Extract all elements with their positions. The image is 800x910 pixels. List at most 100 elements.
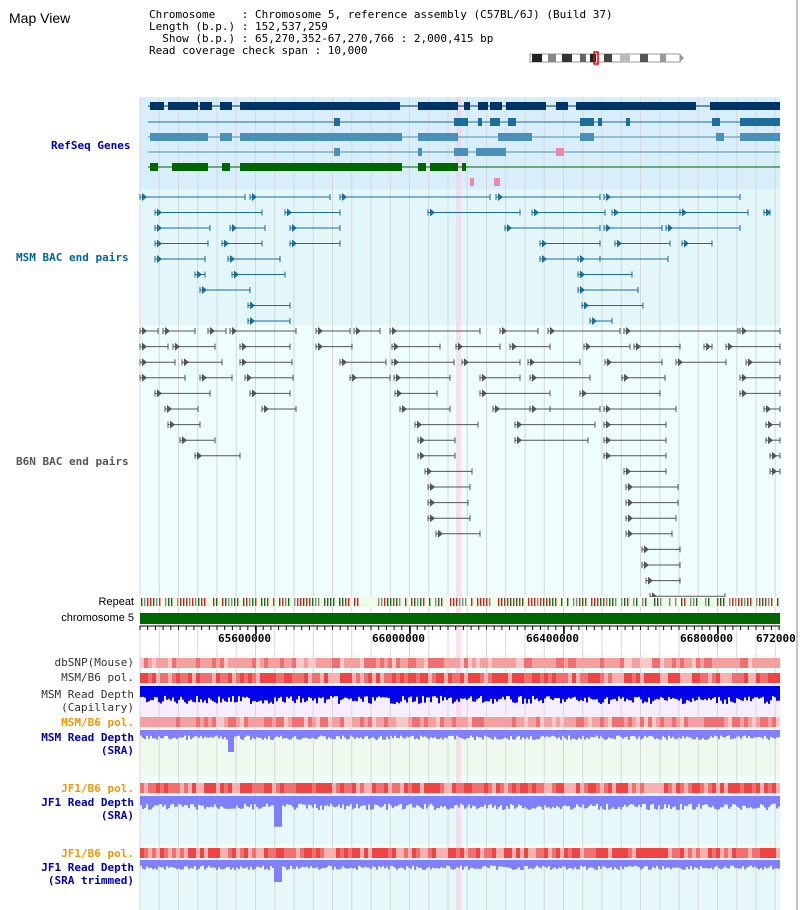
axis-tick-label: 66000000 — [372, 632, 425, 645]
depth-bar — [754, 796, 756, 809]
heat-cell — [508, 717, 512, 727]
heat-cell — [232, 848, 236, 858]
repeat-mark — [381, 598, 383, 606]
bac-pair-arrow — [394, 358, 399, 367]
depth-bar — [554, 796, 556, 808]
depth-bar — [268, 796, 270, 807]
bac-pair-arrow — [142, 327, 147, 335]
heat-cell — [468, 783, 472, 793]
repeat-mark — [759, 598, 761, 606]
depth-bar — [544, 686, 546, 699]
depth-bar — [536, 860, 538, 866]
bac-pair-arrow — [592, 317, 597, 325]
depth-bar — [622, 860, 624, 870]
depth-bar — [576, 686, 578, 700]
depth-bar — [188, 796, 190, 809]
track-label-b6n-bac[interactable]: B6N BAC end pairs — [16, 455, 129, 468]
depth-bar — [770, 686, 772, 701]
depth-bar — [518, 686, 520, 697]
depth-bar — [154, 796, 156, 806]
chromosome-key: Chromosome — [149, 8, 216, 21]
depth-bar — [732, 730, 734, 739]
depth-bar — [536, 796, 538, 808]
depth-bar — [680, 860, 682, 869]
bac-pair-arrow — [420, 436, 425, 445]
depth-bar — [598, 730, 600, 739]
heat-cell — [496, 848, 500, 858]
depth-bar — [674, 796, 676, 807]
depth-bar — [220, 730, 222, 737]
heat-cell — [688, 783, 692, 793]
depth-bar — [352, 860, 354, 869]
depth-bar — [578, 860, 580, 870]
repeat-mark — [477, 598, 479, 606]
depth-bar — [512, 730, 514, 740]
show-key: Show (b.p.) — [149, 32, 236, 45]
depth-bar — [172, 860, 174, 868]
depth-bar — [150, 686, 152, 700]
repeat-mark — [510, 598, 512, 606]
depth-bar — [478, 686, 480, 699]
depth-bar — [542, 686, 544, 704]
heat-cell — [168, 658, 172, 668]
depth-bar — [736, 796, 738, 807]
depth-bar — [610, 860, 612, 868]
depth-bar — [216, 686, 218, 704]
depth-bar — [614, 796, 616, 809]
bac-pair-arrow — [586, 342, 591, 351]
heat-cell — [680, 783, 684, 793]
depth-bar — [728, 730, 730, 736]
depth-bar — [298, 796, 300, 805]
depth-bar — [168, 796, 170, 809]
depth-bar — [320, 730, 322, 736]
heat-cell — [684, 673, 688, 683]
heat-cell — [580, 658, 584, 668]
heat-cell — [420, 673, 424, 683]
heat-cell — [708, 673, 712, 683]
depth-bar — [744, 686, 746, 698]
depth-bar — [240, 730, 242, 739]
depth-bar — [260, 686, 262, 701]
heat-cell — [196, 848, 200, 858]
repeat-mark — [459, 598, 461, 606]
depth-bar — [628, 730, 630, 740]
heat-cell — [764, 783, 768, 793]
gene-exon — [580, 118, 594, 126]
depth-bar — [182, 730, 184, 738]
depth-bar — [332, 686, 334, 698]
track-label-msm-bac[interactable]: MSM BAC end pairs — [16, 251, 129, 264]
repeat-mark — [723, 598, 725, 606]
heat-cell — [456, 717, 460, 727]
heat-cell — [420, 717, 424, 727]
chromosome-ideogram[interactable] — [529, 51, 684, 65]
heat-cell — [248, 848, 252, 858]
heat-cell — [776, 658, 780, 668]
heat-cell — [444, 673, 448, 683]
depth-bar — [178, 686, 180, 700]
heat-cell — [280, 717, 284, 727]
heat-cell — [656, 658, 660, 668]
repeat-mark — [549, 598, 551, 606]
depth-bar — [744, 730, 746, 736]
depth-bar — [474, 796, 476, 807]
depth-bar — [148, 730, 150, 739]
depth-bar — [432, 686, 434, 697]
depth-bar — [170, 686, 172, 701]
repeat-mark — [462, 598, 464, 606]
repeat-mark — [543, 598, 545, 606]
depth-bar — [390, 796, 392, 806]
heat-cell — [752, 673, 756, 683]
track-label-refseq[interactable]: RefSeq Genes — [51, 139, 131, 152]
heat-cell — [396, 658, 400, 668]
depth-bar — [580, 860, 582, 866]
heat-cell — [336, 658, 340, 668]
depth-bar — [458, 730, 460, 738]
depth-bar — [420, 860, 422, 868]
depth-bar — [514, 796, 516, 809]
bac-pair-arrow — [606, 193, 611, 201]
depth-bar — [554, 730, 556, 737]
depth-bar — [686, 796, 688, 807]
heat-cell — [756, 658, 760, 668]
depth-bar — [360, 730, 362, 738]
depth-bar — [300, 796, 302, 804]
